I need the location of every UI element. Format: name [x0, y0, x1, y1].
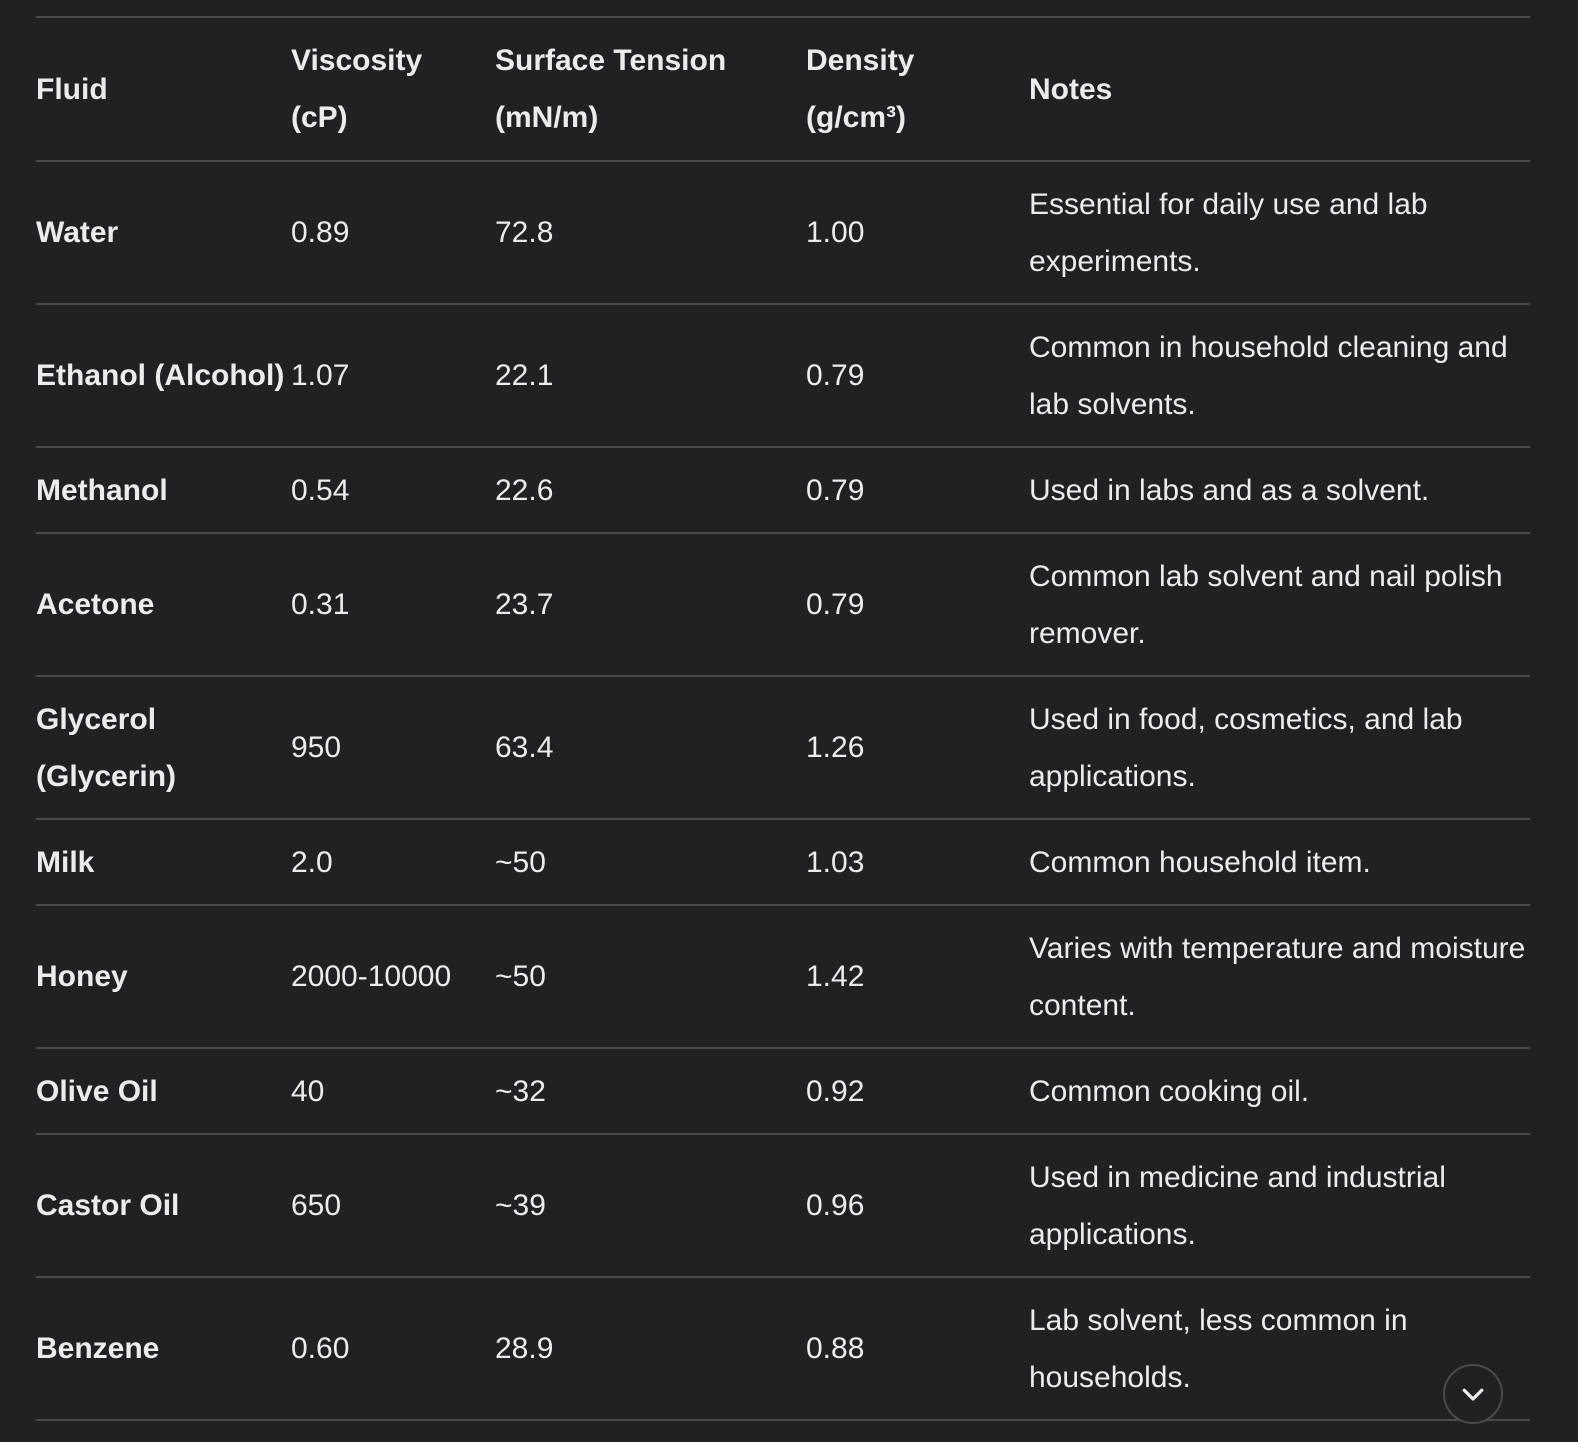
cell-viscosity: 1.07: [291, 359, 350, 392]
cell-notes: Used in medicine and industrial applicat…: [1029, 1160, 1446, 1251]
cell-notes: Used in labs and as a solvent.: [1029, 473, 1430, 507]
cell-surface-tension: ~50: [495, 960, 546, 993]
cell-surface-tension: 28.9: [495, 1332, 554, 1365]
fluid-properties-table-container: Fluid Viscosity (cP) Surface Tension (mN…: [36, 16, 1530, 1421]
header-viscosity: Viscosity (cP): [291, 17, 495, 161]
cell-fluid: Acetone: [36, 588, 155, 621]
table-row: Castor Oil 650 ~39 0.96 Used in medicine…: [36, 1134, 1530, 1277]
cell-density: 1.26: [806, 731, 865, 764]
cell-notes: Lab solvent, less common in households.: [1029, 1303, 1408, 1394]
cell-density: 0.79: [806, 588, 865, 621]
header-notes: Notes: [1029, 17, 1530, 161]
cell-viscosity: 2.0: [291, 845, 333, 879]
table-header-row: Fluid Viscosity (cP) Surface Tension (mN…: [36, 17, 1530, 161]
cell-notes: Common cooking oil.: [1029, 1074, 1310, 1108]
cell-surface-tension: ~50: [495, 845, 546, 879]
fluid-properties-table: Fluid Viscosity (cP) Surface Tension (mN…: [36, 16, 1530, 1421]
table-row: Water 0.89 72.8 1.00 Essential for daily…: [36, 161, 1530, 304]
cell-fluid: Benzene: [36, 1332, 160, 1365]
cell-surface-tension: 22.1: [495, 359, 554, 392]
cell-density: 0.79: [806, 359, 865, 392]
cell-density: 0.79: [806, 473, 865, 507]
cell-viscosity: 2000-10000: [291, 960, 452, 993]
cell-viscosity: 0.89: [291, 216, 350, 249]
cell-fluid: Olive Oil: [36, 1074, 158, 1108]
cell-density: 1.00: [806, 216, 865, 249]
cell-surface-tension: 23.7: [495, 588, 554, 621]
cell-surface-tension: ~32: [495, 1074, 546, 1108]
cell-fluid: Glycerol (Glycerin): [36, 702, 177, 793]
cell-viscosity: 0.60: [291, 1332, 350, 1365]
cell-surface-tension: 72.8: [495, 216, 554, 249]
cell-surface-tension: 63.4: [495, 731, 554, 764]
table-row: Milk 2.0 ~50 1.03 Common household item.: [36, 819, 1530, 905]
header-fluid: Fluid: [36, 17, 291, 161]
header-fluid-label: Fluid: [36, 72, 108, 106]
header-notes-label: Notes: [1029, 72, 1113, 106]
table-row: Honey 2000-10000 ~50 1.42 Varies with te…: [36, 905, 1530, 1048]
cell-density: 0.92: [806, 1074, 865, 1108]
cell-fluid: Water: [36, 216, 119, 249]
scroll-to-bottom-button[interactable]: [1443, 1364, 1503, 1424]
cell-notes: Used in food, cosmetics, and lab applica…: [1029, 702, 1463, 793]
cell-fluid: Methanol: [36, 473, 168, 507]
table-row: Glycerol (Glycerin) 950 63.4 1.26 Used i…: [36, 676, 1530, 819]
cell-fluid: Honey: [36, 960, 128, 993]
header-density-label: Density: [806, 44, 915, 77]
cell-fluid: Milk: [36, 845, 95, 879]
table-row: Acetone 0.31 23.7 0.79 Common lab solven…: [36, 533, 1530, 676]
cell-density: 1.42: [806, 960, 865, 993]
cell-viscosity: 0.54: [291, 473, 350, 507]
header-surface-tension-label: Surface Tension: [495, 44, 727, 77]
table-row: Methanol 0.54 22.6 0.79 Used in labs and…: [36, 447, 1530, 533]
table-row: Benzene 0.60 28.9 0.88 Lab solvent, less…: [36, 1277, 1530, 1420]
chevron-down-icon: [1462, 1388, 1484, 1401]
header-density-unit: (g/cm³): [806, 101, 906, 134]
cell-surface-tension: ~39: [495, 1189, 546, 1222]
cell-viscosity: 0.31: [291, 588, 350, 621]
table-row: Ethanol (Alcohol) 1.07 22.1 0.79 Common …: [36, 304, 1530, 447]
cell-notes: Common household item.: [1029, 845, 1371, 879]
header-viscosity-label: Viscosity: [291, 44, 423, 77]
cell-notes: Essential for daily use and lab experime…: [1029, 187, 1428, 278]
cell-notes: Common in household cleaning and lab sol…: [1029, 330, 1508, 421]
cell-fluid: Castor Oil: [36, 1189, 180, 1222]
header-density: Density (g/cm³): [806, 17, 1029, 161]
cell-viscosity: 40: [291, 1074, 325, 1108]
cell-density: 1.03: [806, 845, 865, 879]
cell-density: 0.96: [806, 1189, 865, 1222]
cell-notes: Common lab solvent and nail polish remov…: [1029, 559, 1503, 650]
table-row: Olive Oil 40 ~32 0.92 Common cooking oil…: [36, 1048, 1530, 1134]
cell-fluid: Ethanol (Alcohol): [36, 359, 285, 392]
header-surface-tension: Surface Tension (mN/m): [495, 17, 806, 161]
cell-surface-tension: 22.6: [495, 473, 554, 507]
cell-density: 0.88: [806, 1332, 865, 1365]
header-viscosity-unit: (cP): [291, 101, 348, 134]
header-surface-tension-unit: (mN/m): [495, 101, 599, 134]
cell-viscosity: 650: [291, 1189, 342, 1222]
cell-viscosity: 950: [291, 731, 342, 764]
cell-notes: Varies with temperature and moisture con…: [1029, 931, 1526, 1022]
